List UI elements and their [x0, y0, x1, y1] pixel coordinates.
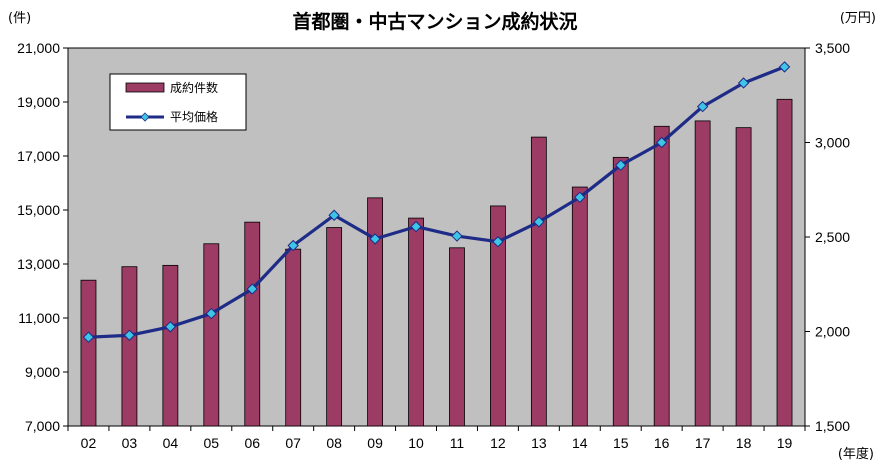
price-point-13 [533, 216, 545, 228]
bar-10 [408, 217, 424, 427]
left-tick-label: 21,000 [17, 40, 60, 56]
left-tick-label: 11,000 [18, 310, 60, 326]
price-point-17 [696, 100, 709, 113]
chart-title: 首都圏・中古マンション成約状況 [292, 10, 577, 33]
x-tick-label-16: 16 [654, 435, 670, 451]
right-axis-unit: (万円) [840, 11, 876, 26]
bar-14 [571, 186, 588, 427]
bar-19 [776, 98, 793, 427]
x-axis-unit: (年度) [838, 446, 874, 462]
price-point-09 [369, 233, 381, 245]
x-tick-label-14: 14 [572, 435, 588, 451]
right-tick-label: 2,000 [815, 324, 850, 340]
left-tick-label: 19,000 [17, 94, 60, 110]
bar-15 [612, 156, 629, 427]
bar-11 [449, 247, 465, 427]
bar-12 [490, 205, 506, 427]
x-tick-label-09: 09 [367, 435, 383, 451]
x-tick-label-02: 02 [81, 435, 97, 451]
price-point-02 [82, 331, 95, 343]
price-point-11 [451, 230, 463, 242]
line-series [82, 61, 791, 343]
price-point-14 [574, 191, 586, 204]
x-tick-label-08: 08 [326, 435, 342, 451]
legend-label-price: 平均価格 [170, 109, 218, 124]
x-tick-label-17: 17 [695, 435, 711, 451]
bar-17 [694, 120, 711, 427]
legend-label-count: 成約件数 [170, 80, 218, 95]
axes: 7,000 9,000 11,000 13,000 15,000 17,000 19,000… [17, 40, 850, 451]
bar-13 [530, 136, 547, 427]
price-point-18 [737, 77, 750, 89]
bar-04 [162, 264, 179, 427]
bar-02 [80, 279, 97, 427]
legend-line-marker [140, 112, 150, 122]
price-point-07 [287, 239, 299, 252]
price-point-05 [205, 307, 218, 320]
price-point-08 [328, 209, 340, 221]
price-point-10 [410, 220, 422, 233]
x-tick-label-05: 05 [204, 435, 220, 451]
left-tick-label: 13,000 [17, 256, 60, 272]
bar-series [80, 98, 793, 427]
right-tick-label: 1,500 [815, 418, 850, 434]
price-point-04 [164, 321, 177, 333]
legend: 成約件数 平均価格 [109, 73, 247, 131]
x-tick-label-11: 11 [450, 435, 465, 451]
right-tick-label: 3,000 [815, 135, 850, 151]
bar-07 [285, 248, 302, 427]
bar-09 [367, 197, 383, 427]
price-point-19 [778, 61, 791, 73]
x-tick-label-18: 18 [736, 435, 752, 451]
left-tick-label: 9,000 [25, 364, 60, 380]
price-point-03 [123, 329, 136, 341]
price-point-16 [655, 136, 668, 149]
left-tick-label: 7,000 [25, 418, 60, 434]
price-point-12 [492, 236, 504, 248]
bar-16 [653, 125, 670, 427]
price-point-15 [615, 159, 627, 171]
x-tick-label-10: 10 [408, 435, 424, 451]
x-tick-label-15: 15 [613, 435, 629, 451]
x-tick-label-03: 03 [122, 435, 138, 451]
x-tick-label-04: 04 [163, 435, 179, 451]
bar-06 [244, 221, 261, 427]
left-tick-label: 17,000 [17, 148, 60, 164]
price-line [88, 65, 786, 339]
x-tick-label-12: 12 [490, 435, 506, 451]
bar-08 [326, 227, 343, 427]
right-tick-label: 2,500 [815, 229, 850, 245]
left-tick-label: 15,000 [17, 202, 60, 218]
x-tick-label-07: 07 [285, 435, 301, 451]
legend-bar-swatch [125, 82, 165, 93]
right-tick-label: 3,500 [815, 40, 850, 56]
bar-05 [203, 243, 220, 427]
left-axis-unit: (件) [8, 11, 31, 26]
x-tick-label-13: 13 [531, 435, 547, 451]
price-point-06 [246, 283, 258, 295]
bar-18 [735, 127, 752, 427]
x-tick-label-06: 06 [244, 435, 260, 451]
bar-03 [121, 266, 138, 427]
x-tick-label-19: 19 [777, 435, 793, 451]
